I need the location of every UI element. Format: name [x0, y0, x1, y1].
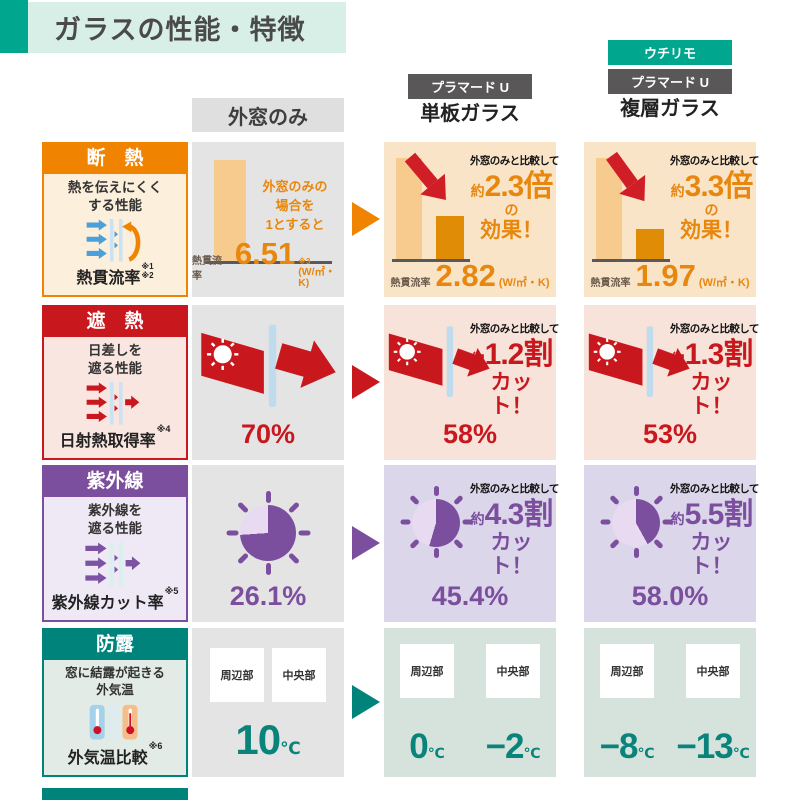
shading-value: 58%: [442, 419, 498, 449]
row-description: 日差しを 遮る性能: [88, 343, 142, 377]
center-label-box: 中央部: [272, 648, 326, 702]
next-section-stub: [42, 788, 188, 800]
uv-sun-pie-icon: [398, 485, 474, 561]
uv-value: 58.0%: [631, 581, 709, 611]
row-metric: 外気温比較 ※6: [67, 741, 163, 767]
edge-label-box: 周辺部: [600, 644, 654, 698]
sun-through-glass-icon: [201, 324, 336, 407]
uv-sun-pie-icon: [598, 485, 674, 561]
condensation-baseline-cell: 周辺部 中央部 10℃: [192, 628, 344, 777]
uv-single-cell: 外窓のみと比較して 約4.3割 カット！ 45.4%: [384, 465, 559, 622]
uv-double-cell: 外窓のみと比較して 約5.5割 カット！ 58.0%: [584, 465, 759, 622]
column-name: 複層ガラス: [620, 98, 720, 120]
baseline-caption: 外窓のみの 場合を 1とすると: [262, 179, 328, 232]
comparison-bar-chart: [392, 150, 470, 262]
center-label-box: 中央部: [686, 644, 740, 698]
brand-badge: プラマード U: [608, 69, 732, 94]
edge-label-box: 周辺部: [400, 644, 454, 698]
decrease-arrow-icon: [606, 151, 646, 202]
comparison-text: 外窓のみと比較して 約1.2割 カット！: [470, 323, 559, 418]
flow-arrow-insulation: [352, 202, 380, 236]
comparison-text: 外窓のみと比較して 約5.5割 カット！: [670, 483, 759, 578]
temperature-value: −2℃: [485, 727, 541, 766]
column-header-baseline: 外窓のみ: [192, 98, 344, 132]
row-title: 防露: [44, 630, 186, 660]
insulation-icon: [86, 219, 141, 263]
brand-badge: プラマード U: [408, 74, 532, 99]
insulation-baseline-cell: 外窓のみの 場合を 1とすると 熱貫流率 6.51 ※3 (W/㎡・K): [192, 142, 344, 297]
row-description: 紫外線を 遮る性能: [88, 503, 142, 537]
edge-label-box: 周辺部: [210, 648, 264, 702]
comparison-bar-chart: [592, 150, 670, 262]
baseline-bar-chart: 外窓のみの 場合を 1とすると: [206, 152, 332, 264]
uv-pie: [240, 505, 296, 561]
row-label-uv: 紫外線 紫外線を 遮る性能 紫外線カット率 ※5: [42, 465, 188, 622]
thermometers-icon: [89, 703, 138, 741]
brand-badge-uchirimo: ウチリモ: [608, 40, 732, 65]
chart-axis: [206, 261, 332, 264]
shading-single-cell: 外窓のみと比較して 約1.2割 カット！ 58%: [384, 305, 559, 460]
column-header-double-glass: ウチリモ プラマード U 複層ガラス: [584, 40, 756, 120]
chart-axis: [392, 259, 470, 262]
uv-block-icon: [85, 542, 141, 587]
row-label-condensation: 防露 窓に結露が起きる 外気温 外気温比較 ※6: [42, 628, 188, 777]
temperature-value: −8℃: [599, 727, 655, 766]
shading-double-cell: 外窓のみと比較して 約1.3割 カット！ 53%: [584, 305, 759, 460]
improved-bar: [636, 228, 664, 259]
uv-sun-pie-icon: [224, 489, 312, 577]
uv-pie: [612, 499, 660, 547]
sun-through-glass-icon: [388, 326, 490, 397]
condensation-single-cell: 周辺部 0℃ 中央部 −2℃: [384, 628, 556, 777]
row-metric: 熱貫流率 ※1 ※2: [76, 262, 154, 287]
row-label-insulation: 断 熱 熱を伝えにくく する性能 熱貫流率 ※1 ※2: [42, 142, 188, 297]
column-name: 単板ガラス: [420, 103, 520, 125]
flow-arrow-shading: [352, 365, 380, 399]
row-title: 断 熱: [44, 144, 186, 174]
row-metric: 日射熱取得率 ※4: [59, 424, 171, 450]
flow-arrow-uv: [352, 526, 380, 560]
comparison-text: 外窓のみと比較して 約1.3割 カット！: [670, 323, 759, 418]
center-label-box: 中央部: [486, 644, 540, 698]
shading-baseline-cell: 70%: [192, 305, 344, 460]
baseline-bar: [214, 160, 246, 261]
condensation-double-cell: 周辺部 −8℃ 中央部 −13℃: [584, 628, 756, 777]
uv-baseline-cell: 26.1%: [192, 465, 344, 622]
comparison-text: 外窓のみと比較して 約4.3割 カット！: [470, 483, 559, 578]
comparison-text: 外窓のみと比較して 約2.3倍の 効果！: [470, 155, 559, 243]
improved-bar: [436, 215, 464, 259]
temperature-value: −13℃: [676, 727, 750, 766]
heat-shading-icon: [86, 382, 140, 425]
row-title: 遮 熱: [44, 307, 186, 337]
insulation-single-cell: 外窓のみと比較して 約2.3倍の 効果！ 熱貫流率 2.82 (W/㎡・K): [384, 142, 559, 297]
u-value: 熱貫流率 6.51 ※3 (W/㎡・K): [192, 236, 336, 290]
page-title: ガラスの性能・特徴: [28, 2, 346, 53]
sun-through-glass-icon: [588, 326, 690, 397]
temperature-value: 10℃: [235, 716, 301, 763]
temperature-value: 0℃: [409, 727, 445, 766]
title-accent-square: [0, 0, 28, 53]
flow-arrow-condensation: [352, 685, 380, 719]
chart-axis: [592, 259, 670, 262]
column-header-single-glass: プラマード U 単板ガラス: [384, 74, 556, 125]
comparison-text: 外窓のみと比較して 約3.3倍の 効果！: [670, 155, 759, 243]
uv-value: 26.1%: [229, 581, 307, 611]
row-description: 窓に結露が起きる 外気温: [65, 666, 165, 697]
row-label-shading: 遮 熱 日差しを 遮る性能 日射熱取得率 ※4: [42, 305, 188, 460]
decrease-arrow-icon: [404, 152, 446, 200]
row-title: 紫外線: [44, 467, 186, 497]
uv-value: 45.4%: [431, 581, 509, 611]
shading-value: 53%: [642, 419, 698, 449]
row-metric: 紫外線カット率 ※5: [51, 586, 179, 612]
row-description: 熱を伝えにくく する性能: [67, 180, 163, 214]
shading-value: 70%: [240, 419, 296, 449]
u-value: 熱貫流率 1.97 (W/㎡・K): [590, 258, 750, 293]
uv-pie: [412, 499, 460, 547]
insulation-double-cell: 外窓のみと比較して 約3.3倍の 効果！ 熱貫流率 1.97 (W/㎡・K): [584, 142, 759, 297]
u-value: 熱貫流率 2.82 (W/㎡・K): [390, 258, 550, 293]
